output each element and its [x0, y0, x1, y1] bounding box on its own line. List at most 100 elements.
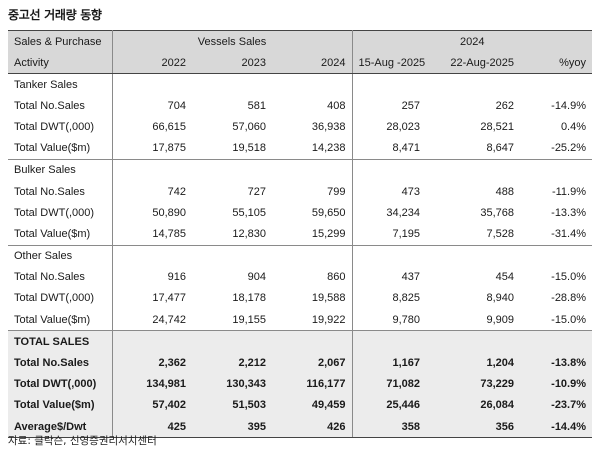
row-value: -15.0%	[520, 309, 593, 332]
row-value: 19,155	[192, 309, 272, 332]
row-value: 425	[112, 416, 192, 439]
row-label: Total Value($m)	[8, 137, 113, 160]
row-value: 19,922	[272, 309, 353, 332]
row-value: 9,909	[426, 309, 521, 332]
row-value: -10.9%	[520, 373, 593, 395]
row-value: -15.0%	[551, 271, 587, 284]
empty-cell	[192, 159, 272, 181]
row-value: 9,780	[352, 309, 427, 332]
total-row: Total Value($m) 57,402 51,503 49,459 25,446 2…	[8, 394, 593, 416]
row-label: Total DWT(,000)	[8, 287, 113, 310]
total-section: TOTAL SALES Total No.Sales 2,362 2,212 2,067…	[8, 330, 593, 439]
empty-cell	[112, 159, 192, 181]
row-value: -13.8%	[520, 352, 593, 374]
row-value: 742	[167, 185, 186, 198]
row-value: 17,875	[112, 137, 192, 160]
row-value: 57,402	[112, 394, 192, 416]
row-value: 134,981	[112, 373, 192, 395]
row-value: 426	[272, 416, 353, 439]
row-value: 26,084	[426, 394, 521, 416]
total-row: Total DWT(,000) 134,981 130,343 116,177 71,0…	[8, 373, 593, 395]
empty-cell	[426, 159, 520, 181]
empty-cell	[272, 245, 353, 267]
table-row: Total No.Sales 704 581 408 257 262 -14.9%	[8, 95, 592, 117]
empty-cell	[352, 74, 426, 96]
row-value: 34,234	[386, 206, 421, 219]
row-value: 356	[426, 416, 521, 439]
header-row-2: Activity 2022 2023 2024 15-Aug -2025 22-…	[8, 53, 593, 74]
empty-cell	[112, 245, 192, 267]
row-value: 130,343	[192, 373, 272, 395]
empty-cell	[112, 74, 192, 96]
row-value: 704	[167, 99, 186, 112]
table-title: 중고선 거래량 동향	[8, 8, 102, 22]
section-2: Other Sales Total No.Sales 916 904 860 437 454…	[8, 245, 593, 332]
header-year-group: 2024	[352, 30, 593, 53]
row-value: 51,503	[192, 394, 272, 416]
row-value: 7,528	[426, 223, 521, 246]
row-label: Total DWT(,000)	[8, 373, 113, 395]
section-name: Other Sales	[8, 245, 113, 267]
empty-cell	[272, 73, 353, 96]
row-label: Average$/Dwt	[8, 416, 113, 439]
empty-cell	[272, 159, 353, 181]
row-value: 57,060	[232, 120, 266, 133]
row-value: 358	[352, 416, 427, 439]
row-value: 257	[401, 99, 421, 112]
row-label: Total Value($m)	[8, 223, 113, 246]
empty-cell	[352, 245, 426, 267]
section-name: Bulker Sales	[8, 159, 113, 181]
row-value: 12,830	[192, 223, 272, 246]
total-row: Average$/Dwt 425 395 426 358 356 -14.4%	[8, 416, 593, 439]
row-value: 395	[192, 416, 272, 439]
row-value: 916	[167, 271, 186, 284]
empty-cell	[520, 245, 592, 267]
row-value: 473	[401, 185, 421, 198]
row-value: -13.3%	[551, 206, 587, 219]
row-value: 73,229	[426, 373, 521, 395]
row-value: 19,518	[192, 137, 272, 160]
empty-cell	[192, 74, 272, 96]
table-row: Total Value($m) 17,875 19,518 14,238 8,471 8,…	[8, 137, 593, 160]
header-col-2022: 2022	[112, 53, 192, 74]
row-value: 28,521	[480, 120, 515, 133]
row-value: -11.9%	[551, 185, 587, 198]
row-value: 799	[272, 180, 353, 203]
section-header-row: Tanker Sales	[8, 73, 592, 96]
table-row: Total No.Sales 742 727 799 473 488 -11.9%	[8, 180, 592, 203]
empty-cell	[192, 330, 272, 353]
row-label: Total DWT(,000)	[8, 202, 113, 224]
row-label: Total DWT(,000)	[8, 116, 113, 138]
row-value: 904	[247, 271, 266, 284]
row-value: 14,238	[272, 137, 353, 160]
section-1: Bulker Sales Total No.Sales 742 727 799 473 48…	[8, 159, 593, 246]
table-row: Total Value($m) 14,785 12,830 15,299 7,195 7,…	[8, 223, 593, 246]
empty-cell	[520, 159, 592, 181]
row-value: 24,742	[112, 309, 192, 332]
row-value: -23.7%	[520, 394, 593, 416]
header-col-2023: 2023	[192, 53, 272, 74]
row-value: 50,890	[152, 206, 186, 219]
empty-cell	[426, 245, 520, 267]
row-value: 55,105	[232, 206, 266, 219]
empty-cell	[520, 74, 592, 96]
row-value: 18,178	[232, 292, 266, 305]
row-label: Total No.Sales	[8, 266, 113, 288]
row-value: 454	[495, 271, 515, 284]
table-row: Total DWT(,000) 50,890 55,105 59,650 34,234 3…	[8, 202, 592, 224]
row-label: Total Value($m)	[8, 394, 113, 416]
total-row: Total No.Sales 2,362 2,212 2,067 1,167 1,204-…	[8, 352, 593, 374]
table-row: Total DWT(,000) 17,477 18,178 19,588 8,825 8,…	[8, 287, 592, 310]
row-value: 1,167	[352, 352, 427, 374]
row-value: 14,785	[112, 223, 192, 246]
row-value: 36,938	[272, 116, 353, 138]
row-value: -25.2%	[520, 137, 593, 160]
row-value: 1,204	[426, 352, 521, 374]
empty-cell	[272, 330, 353, 353]
section-name: TOTAL SALES	[8, 330, 113, 353]
row-value: 262	[495, 99, 515, 112]
row-label: Total Value($m)	[8, 309, 113, 332]
row-value: 17,477	[152, 292, 186, 305]
table-row: Total DWT(,000) 66,615 57,060 36,938 28,023 2…	[8, 116, 592, 138]
row-value: 19,588	[272, 287, 353, 310]
